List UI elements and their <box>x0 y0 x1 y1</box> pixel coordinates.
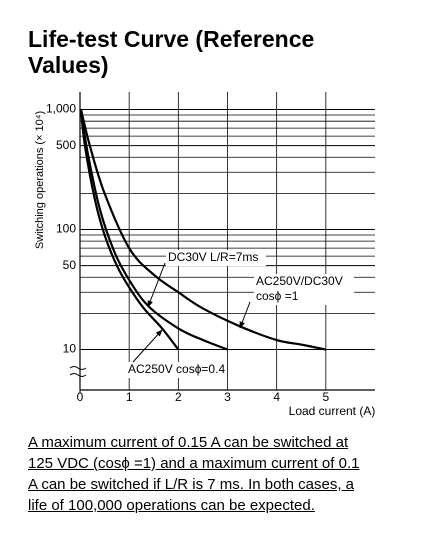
axis-break <box>69 366 87 377</box>
x-tick-label: 0 <box>77 390 84 404</box>
x-axis-label: Load current (A) <box>289 404 376 418</box>
caption-line: 125 VDC (cosϕ =1) and a maximum current … <box>28 455 360 472</box>
y-tick-label: 500 <box>56 138 76 152</box>
caption: A maximum current of 0.15 A can be switc… <box>28 432 359 516</box>
annotation: cosϕ =1 <box>256 289 299 303</box>
x-tick-label: 3 <box>224 390 231 404</box>
x-tick-label: 1 <box>126 390 133 404</box>
y-axis-label: Switching operations (× 10⁴) <box>34 111 46 249</box>
y-tick-label: 1,000 <box>46 102 76 116</box>
caption-line: life of 100,000 operations can be expect… <box>28 497 315 514</box>
annotation: DC30V L/R=7ms <box>168 250 258 264</box>
curve <box>79 109 228 351</box>
annotation-bg <box>254 274 354 305</box>
annotation-arrow <box>132 329 163 363</box>
chart: Switching operations (× 10⁴) Load curren… <box>34 92 376 418</box>
caption-line: A maximum current of 0.15 A can be switc… <box>28 434 349 451</box>
x-tick-label: 2 <box>175 390 182 404</box>
annotation: AC250V/DC30V <box>256 274 343 288</box>
y-tick-label: 50 <box>63 258 77 272</box>
x-tick-label: 4 <box>273 390 280 404</box>
curve <box>79 109 327 351</box>
y-tick-label: 10 <box>63 342 77 356</box>
caption-line: A can be switched if L/R is 7 ms. In bot… <box>28 476 354 493</box>
annotation-bg <box>126 362 226 378</box>
curve <box>79 109 180 351</box>
annotation: AC250V cosϕ=0.4 <box>128 362 225 376</box>
chart-title: Life-test Curve (Reference Values) <box>28 26 315 78</box>
annotation-arrow <box>147 262 166 308</box>
annotation-bg <box>166 250 266 266</box>
annotation-arrow <box>239 301 251 329</box>
x-tick-label: 5 <box>322 390 329 404</box>
y-tick-label: 100 <box>56 222 76 236</box>
